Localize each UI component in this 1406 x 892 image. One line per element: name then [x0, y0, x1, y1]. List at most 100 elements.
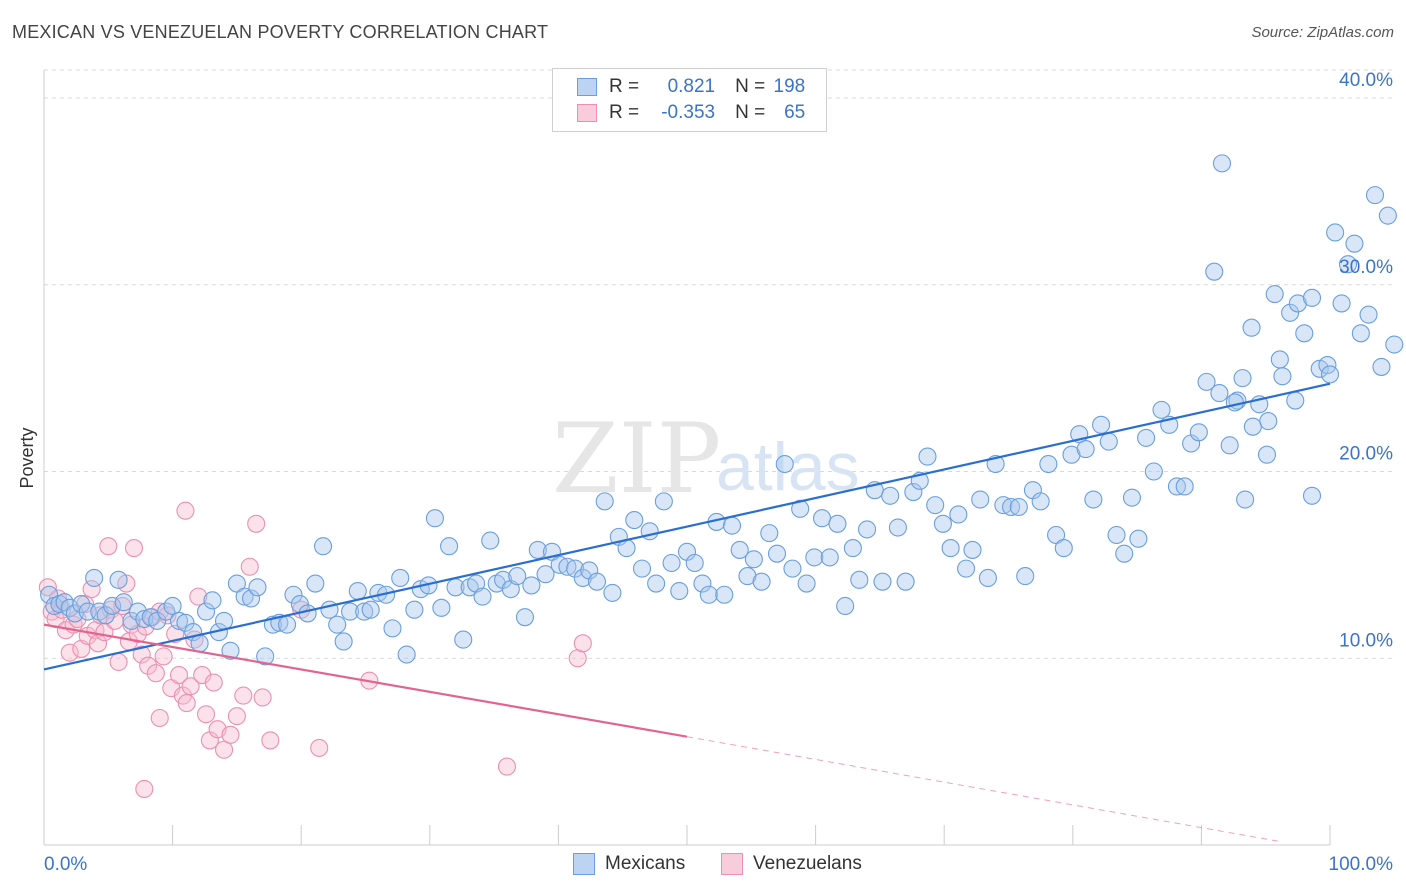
mexicans-point: [1242, 318, 1261, 337]
mexicans-point: [1129, 529, 1148, 548]
venezuelans-point: [132, 645, 151, 664]
mexicans-point: [306, 574, 325, 593]
mexicans-point: [1220, 436, 1239, 455]
trend-layer: [43, 382, 1331, 842]
mexicans-point: [625, 511, 644, 530]
mexicans-point: [760, 524, 779, 543]
mexicans-point: [1054, 539, 1073, 558]
mexicans-point: [685, 553, 704, 573]
legend-row-mexicans: R = 0.821 N = 198: [577, 75, 805, 99]
mexicans-point: [109, 570, 128, 589]
mexicans-point: [963, 540, 982, 559]
venezuelans-point: [99, 537, 118, 556]
chart-title: MEXICAN VS VENEZUELAN POVERTY CORRELATIO…: [12, 22, 549, 42]
mexicans-point: [1152, 400, 1171, 419]
mexicans-point: [926, 496, 945, 515]
x-tick-label-max: 100.0%: [1329, 854, 1394, 875]
venezuelans-point: [82, 580, 101, 599]
mexicans-point: [522, 576, 541, 595]
venezuelans-point: [573, 634, 592, 653]
mexicans-points: [40, 154, 1404, 666]
mexicans-point: [214, 611, 234, 630]
legend-n-label: N =: [735, 102, 766, 123]
mexicans-point: [949, 505, 968, 524]
mexicans-point: [812, 509, 832, 528]
venezuelans-point: [150, 708, 169, 728]
mexicans-point: [432, 598, 451, 617]
mexicans-point: [595, 492, 614, 511]
mexicans-point: [1002, 497, 1021, 517]
mexicans-point: [494, 570, 513, 589]
mexicans-point: [1197, 372, 1216, 391]
mexicans-point: [1378, 206, 1397, 225]
mexicans-point: [1273, 367, 1292, 386]
mexicans-point: [314, 537, 333, 556]
mexicans-point: [941, 539, 960, 558]
venezuelans-point: [204, 673, 223, 692]
mexicans-point: [1039, 454, 1058, 474]
legend-swatch-venezuelans: [577, 104, 597, 122]
venezuelans-point: [60, 643, 79, 662]
mexicans-point: [767, 544, 787, 563]
venezuelans-point: [196, 705, 216, 724]
mexicans-point: [888, 518, 907, 537]
mexicans-point: [235, 587, 254, 606]
mexicans-point: [334, 632, 353, 651]
mexicans-point: [1212, 154, 1232, 173]
venezuelans-point: [76, 595, 95, 614]
mexicans-point: [454, 630, 473, 649]
mexicans-point: [361, 600, 380, 619]
mexicans-point: [348, 581, 367, 601]
mexicans-point: [481, 531, 500, 550]
mexicans-point: [775, 454, 794, 474]
mexicans-point: [176, 613, 195, 632]
mexicans-point: [1175, 477, 1194, 496]
mexicans-point: [828, 514, 847, 533]
bottom-label-mexicans: Mexicans: [605, 853, 686, 874]
mexicans-point: [528, 540, 547, 559]
mexicans-point: [391, 568, 410, 588]
mexicans-point: [467, 574, 486, 593]
venezuelans-point: [72, 639, 91, 658]
mexicans-point: [1265, 285, 1284, 304]
mexicans-point: [1338, 255, 1358, 274]
mexicans-point: [654, 492, 673, 511]
mexicans-point: [1009, 497, 1028, 517]
source-label: Source: ZipAtlas.com: [1251, 24, 1394, 41]
legend-row-venezuelans: R = -0.353 N = 65: [577, 101, 805, 125]
mexicans-point: [298, 604, 317, 623]
legend-n-label: N =: [735, 76, 766, 97]
mexicans-point: [1031, 492, 1050, 511]
mexicans-point: [1257, 445, 1277, 464]
mexicans-point: [114, 593, 133, 612]
mexicans-point: [1084, 490, 1103, 509]
mexicans-point: [843, 539, 862, 558]
mexicans-point: [662, 553, 681, 573]
mexicans-point: [341, 602, 360, 621]
mexicans-point: [397, 645, 416, 664]
mexicans-point: [933, 514, 952, 533]
venezuelans-point: [124, 539, 144, 558]
venezuelans-point: [154, 647, 173, 666]
venezuelans-point: [177, 694, 196, 713]
legend-r-value-mexicans: 0.821: [667, 76, 716, 97]
mexicans-point: [278, 615, 297, 634]
mexicans-point: [60, 598, 79, 617]
mexicans-point: [752, 572, 771, 591]
venezuelans-point: [135, 779, 154, 799]
axis-layer: [43, 70, 1331, 846]
mexicans-point: [797, 574, 816, 593]
legend-n-value-mexicans: 198: [773, 76, 806, 97]
mexicans-point: [971, 490, 990, 509]
y-tick-label: 20.0%: [1339, 444, 1393, 465]
mexicans-point: [603, 583, 622, 602]
mexicans-point: [1205, 262, 1224, 281]
mexicans-point: [1365, 186, 1385, 205]
venezuelans-point: [234, 686, 253, 705]
mexicans-point: [96, 606, 115, 625]
mexicans-point: [284, 585, 303, 604]
y-tick-label: 30.0%: [1339, 257, 1393, 278]
mexicans-point: [1385, 335, 1404, 354]
mexicans-point: [1372, 357, 1391, 376]
mexicans-point: [40, 585, 59, 604]
